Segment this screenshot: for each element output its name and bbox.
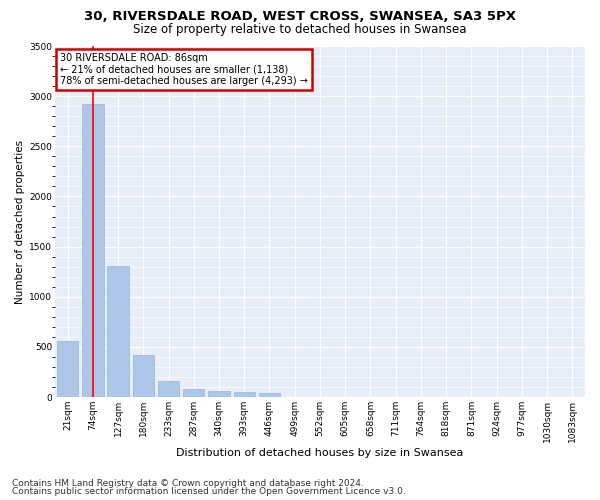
Text: 30 RIVERSDALE ROAD: 86sqm
← 21% of detached houses are smaller (1,138)
78% of se: 30 RIVERSDALE ROAD: 86sqm ← 21% of detac… [60, 53, 308, 86]
Y-axis label: Number of detached properties: Number of detached properties [15, 140, 25, 304]
Text: Contains HM Land Registry data © Crown copyright and database right 2024.: Contains HM Land Registry data © Crown c… [12, 478, 364, 488]
Bar [107, 266, 129, 397]
Bar [158, 382, 179, 397]
Bar [82, 104, 104, 397]
Bar [57, 341, 78, 397]
Bar [183, 388, 205, 397]
Text: 30, RIVERSDALE ROAD, WEST CROSS, SWANSEA, SA3 5PX: 30, RIVERSDALE ROAD, WEST CROSS, SWANSEA… [84, 10, 516, 23]
X-axis label: Distribution of detached houses by size in Swansea: Distribution of detached houses by size … [176, 448, 464, 458]
Bar [208, 391, 230, 397]
Text: Size of property relative to detached houses in Swansea: Size of property relative to detached ho… [133, 22, 467, 36]
Text: Contains public sector information licensed under the Open Government Licence v3: Contains public sector information licen… [12, 487, 406, 496]
Bar [259, 392, 280, 397]
Bar [233, 392, 255, 397]
Bar [133, 356, 154, 397]
